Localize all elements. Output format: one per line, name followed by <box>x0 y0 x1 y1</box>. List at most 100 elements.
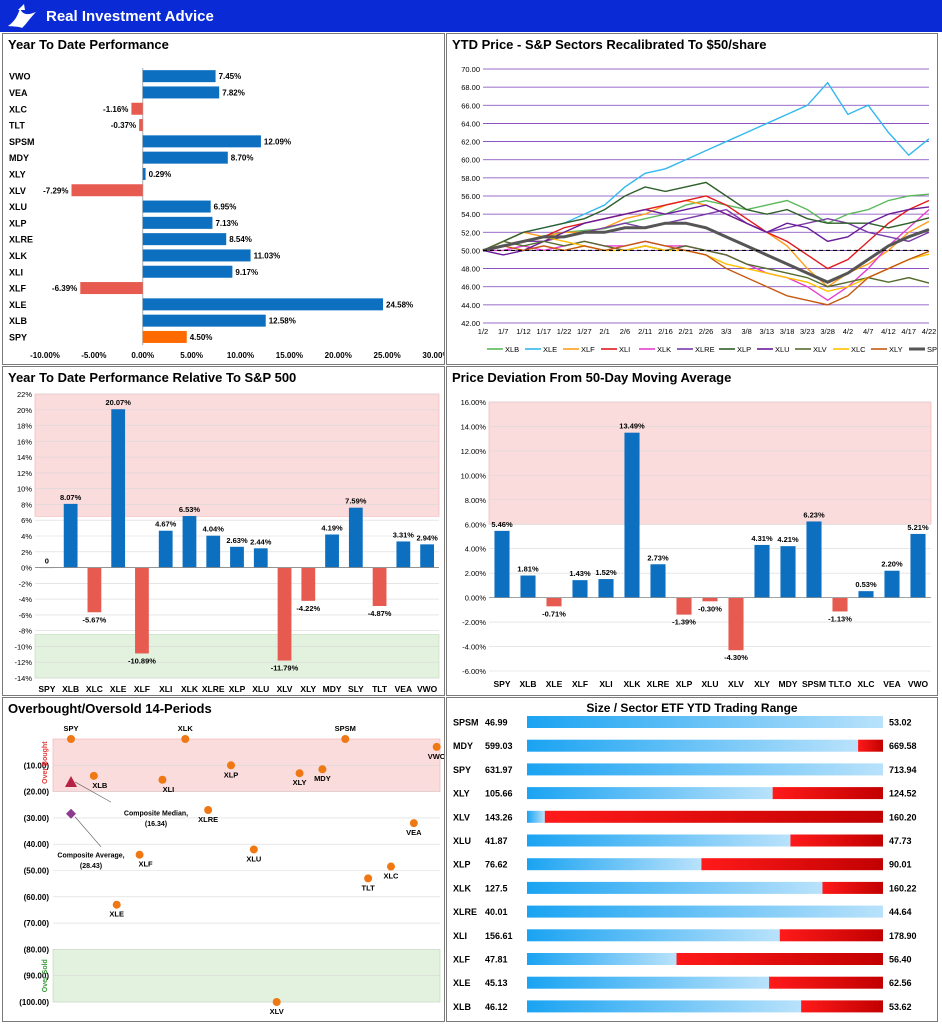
obos-point-label: XLE <box>109 910 124 919</box>
obos-composite-average-label: Composite Average, <box>57 852 124 859</box>
obos-point-label: XLU <box>246 854 261 863</box>
price-series-line-spy <box>482 221 930 284</box>
ytd-data-label: 8.70% <box>231 154 254 163</box>
ytd-bar-mdy <box>142 151 228 164</box>
price-legend-label: XLP <box>737 345 751 354</box>
price-series-line-xlp <box>482 181 930 252</box>
ytd-bar-xlb <box>142 314 266 327</box>
ytd-x-tick-label: 20.00% <box>325 351 352 360</box>
price-y-tick-label: 58.00 <box>461 174 480 183</box>
price-x-tick-label: 2/16 <box>658 327 673 336</box>
obos-composite-median-label: Composite Median, <box>124 810 188 817</box>
ytd-data-label: 7.13% <box>215 219 238 228</box>
range-etf-label: SPSM <box>453 718 479 728</box>
deviation-category-label: TLT.O <box>829 679 852 689</box>
price-x-tick-label: 2/6 <box>620 327 630 336</box>
range-etf-label: XLK <box>453 883 472 893</box>
deviation-data-label: 2.73% <box>647 553 669 562</box>
ytd-bar-xlu <box>142 200 211 213</box>
relative-data-label: 2.94% <box>416 533 438 542</box>
range-high-label: 62.56 <box>889 978 912 988</box>
sector-price-panel: YTD Price - S&P Sectors Recalibrated To … <box>446 33 938 365</box>
range-red-bar-xle <box>769 976 883 989</box>
relative-bar-vea <box>396 541 411 568</box>
obos-point-label: XLV <box>270 1007 284 1016</box>
price-x-tick-label: 3/18 <box>780 327 795 336</box>
range-red-bar-mdy <box>858 739 883 752</box>
price-deviation-panel: Price Deviation From 50-Day Moving Avera… <box>446 366 938 696</box>
obos-point-label: XLK <box>178 724 194 733</box>
range-red-bar-xlp <box>701 858 883 871</box>
deviation-data-label: 13.49% <box>619 422 645 431</box>
range-low-label: 143.26 <box>485 812 513 822</box>
range-etf-label: XLV <box>453 812 470 822</box>
price-x-tick-label: 4/22 <box>922 327 937 336</box>
deviation-data-label: -1.13% <box>828 614 852 623</box>
sector-price-title: YTD Price - S&P Sectors Recalibrated To … <box>452 37 767 52</box>
deviation-data-label: 1.43% <box>569 569 591 578</box>
price-series-line-xlb <box>482 193 930 252</box>
range-etf-label: XLF <box>453 955 471 965</box>
range-high-label: 47.73 <box>889 836 912 846</box>
ytd-category-label: XLK <box>9 251 28 261</box>
range-red-bar-xly <box>772 787 883 800</box>
deviation-y-tick-label: -2.00% <box>462 618 486 627</box>
obos-point-xle <box>112 900 121 909</box>
range-blue-bar-spy <box>527 763 883 776</box>
range-etf-label: XLU <box>453 836 471 846</box>
range-blue-bar-xlre <box>527 905 883 918</box>
ytd-bar-vea <box>142 86 220 99</box>
range-red-bar-xlf <box>676 953 883 965</box>
obos-oversold-label: Over Sold <box>42 959 49 992</box>
eagle-logo-icon <box>8 4 36 28</box>
relative-bar-xlk <box>182 516 197 568</box>
ytd-bar-xlre <box>142 233 227 246</box>
range-high-label: 44.64 <box>889 907 912 917</box>
obos-point-xlb <box>89 771 98 780</box>
relative-y-tick-label: 10% <box>17 485 32 494</box>
relative-category-label: TLT <box>372 684 388 694</box>
deviation-data-label: 1.52% <box>595 568 617 577</box>
sector-price-chart: 70.00 68.00 66.00 64.00 62.00 60.00 58.00 56.00… <box>461 65 937 354</box>
deviation-bar-mdy <box>780 546 796 598</box>
relative-bar-xlc <box>87 567 102 613</box>
deviation-bar-spsm <box>806 521 822 598</box>
relative-bar-xlf <box>135 567 149 654</box>
deviation-category-label: VEA <box>883 679 900 689</box>
deviation-bar-xlc <box>858 591 874 598</box>
price-legend-label: XLK <box>657 345 671 354</box>
trading-range-title: Size / Sector ETF YTD Trading Range <box>586 701 798 715</box>
obos-y-tick-label: (10.00) <box>24 761 50 770</box>
relative-bar-xlv <box>277 567 292 661</box>
deviation-bar-xlb <box>520 575 536 598</box>
ytd-category-label: XLC <box>9 104 28 114</box>
relative-bar-xlb <box>63 503 78 568</box>
deviation-y-tick-label: -6.00% <box>462 667 486 676</box>
ytd-bar-xle <box>142 298 384 311</box>
relative-data-label: 4.04% <box>203 525 225 534</box>
ytd-x-tick-label: -10.00% <box>30 351 60 360</box>
deviation-category-label: XLE <box>546 679 563 689</box>
relative-y-tick-label: -4% <box>19 595 33 604</box>
obos-composite-average-leader <box>74 816 102 848</box>
deviation-y-tick-label: 10.00% <box>461 471 487 480</box>
deviation-category-label: SPSM <box>802 679 826 689</box>
deviation-data-label: -0.71% <box>542 609 566 618</box>
ytd-category-label: XLF <box>9 284 27 294</box>
deviation-y-tick-label: 16.00% <box>461 398 487 407</box>
relative-overbought-zone <box>34 393 440 517</box>
price-x-tick-label: 4/12 <box>881 327 896 336</box>
obos-composite-median-leader <box>74 781 112 803</box>
obos-point-label: XLY <box>293 778 307 787</box>
relative-y-tick-label: 12% <box>17 469 32 478</box>
obos-point-spsm <box>341 735 350 743</box>
relative-category-label: XLY <box>300 684 316 694</box>
ytd-bar-vwo <box>142 70 216 83</box>
relative-performance-title: Year To Date Performance Relative To S&P… <box>8 370 297 385</box>
relative-category-label: VWO <box>417 684 438 694</box>
price-y-tick-label: 46.00 <box>461 283 480 292</box>
ytd-category-label: XLB <box>9 316 28 326</box>
obos-point-label: XLI <box>163 785 175 794</box>
ytd-category-label: MDY <box>9 153 29 163</box>
deviation-overbought-zone <box>488 401 932 525</box>
